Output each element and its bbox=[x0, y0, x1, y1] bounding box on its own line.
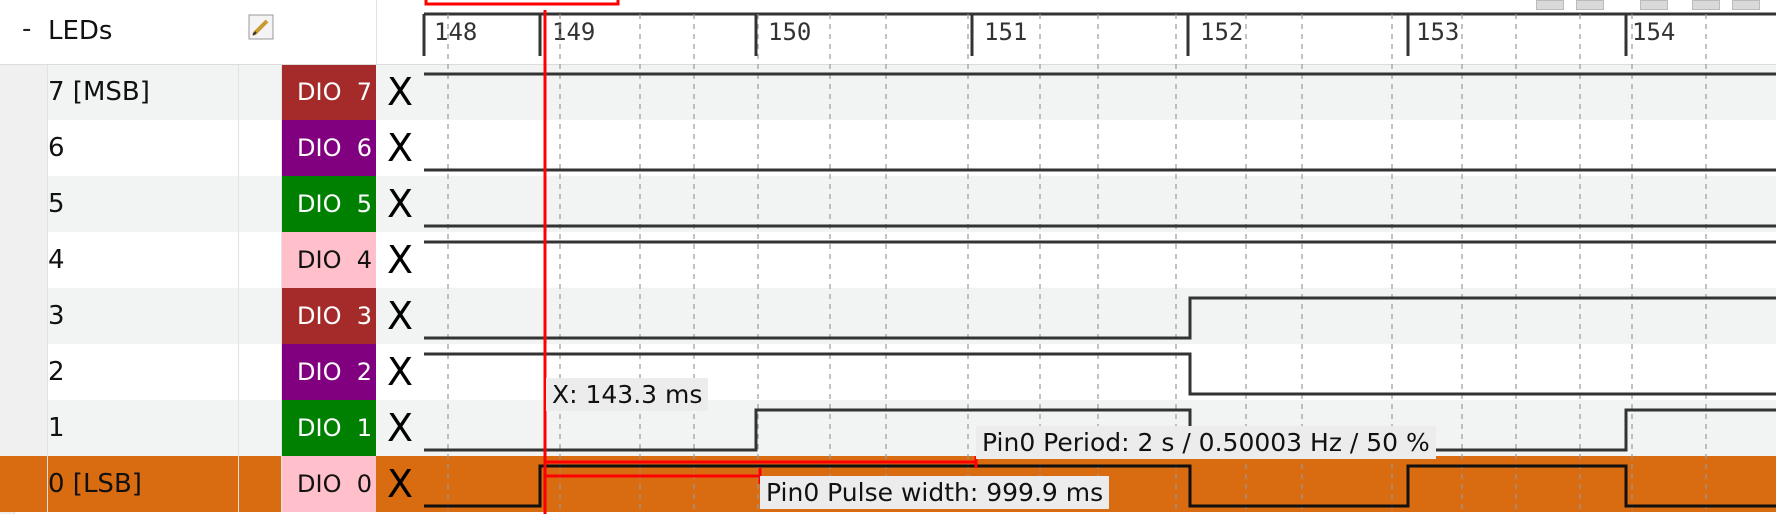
remove-channel-button[interactable]: X bbox=[386, 126, 414, 170]
dio-pin-badge[interactable]: DIO 4 bbox=[282, 232, 376, 288]
remove-channel-button[interactable]: X bbox=[386, 238, 414, 282]
channel-name: 2 bbox=[48, 357, 65, 387]
channel-name: 5 bbox=[48, 189, 65, 219]
channel-name: 4 bbox=[48, 245, 65, 275]
dio-pin-badge[interactable]: DIO 1 bbox=[282, 400, 376, 456]
cursor-readout: X: 143.3 ms bbox=[546, 378, 709, 411]
group-header: - LEDs 148 149 150 151 152 153 154 bbox=[0, 0, 1776, 65]
zoom-icon[interactable] bbox=[1692, 0, 1720, 10]
channel-name: 0 [LSB] bbox=[48, 469, 142, 499]
pulse-width-measurement: Pin0 Pulse width: 999.9 ms bbox=[760, 476, 1110, 509]
remove-channel-button[interactable]: X bbox=[386, 294, 414, 338]
channel-trace-area[interactable] bbox=[424, 176, 1776, 232]
ruler-tick-label: 153 bbox=[1416, 18, 1460, 46]
gear-icon[interactable] bbox=[1732, 0, 1760, 10]
ruler-tick-label: 150 bbox=[768, 18, 812, 46]
remove-channel-button[interactable]: X bbox=[386, 406, 414, 450]
dio-pin-badge[interactable]: DIO 7 bbox=[282, 64, 376, 120]
remove-channel-button[interactable]: X bbox=[386, 70, 414, 114]
channel-name: 7 [MSB] bbox=[48, 77, 150, 107]
dio-pin-badge[interactable]: DIO 3 bbox=[282, 288, 376, 344]
remove-channel-button[interactable]: X bbox=[386, 182, 414, 226]
channel-trace-area[interactable] bbox=[424, 232, 1776, 288]
channel-name: 6 bbox=[48, 133, 65, 163]
ruler-tick-label: 148 bbox=[434, 18, 478, 46]
ruler-tick-label: 151 bbox=[984, 18, 1028, 46]
ruler-tick-label: 154 bbox=[1632, 18, 1676, 46]
toolbar-button[interactable] bbox=[1576, 0, 1604, 10]
dio-pin-badge[interactable]: DIO 0 bbox=[282, 456, 376, 512]
collapse-toggle[interactable]: - bbox=[22, 14, 32, 44]
group-name: LEDs bbox=[48, 16, 113, 46]
toolbar-button[interactable] bbox=[1640, 0, 1668, 10]
channel-name: 1 bbox=[48, 413, 65, 443]
dio-pin-badge[interactable]: DIO 5 bbox=[282, 176, 376, 232]
remove-channel-button[interactable]: X bbox=[376, 456, 424, 512]
channel-trace-area[interactable] bbox=[424, 120, 1776, 176]
channel-name: 3 bbox=[48, 301, 65, 331]
channel-trace-area[interactable] bbox=[424, 64, 1776, 120]
pencil-icon[interactable] bbox=[248, 14, 274, 40]
dio-pin-badge[interactable]: DIO 2 bbox=[282, 344, 376, 400]
channel-trace-area[interactable] bbox=[424, 288, 1776, 344]
time-ruler[interactable]: 148 149 150 151 152 153 154 bbox=[424, 0, 1776, 64]
remove-channel-button[interactable]: X bbox=[386, 350, 414, 394]
period-measurement: Pin0 Period: 2 s / 0.50003 Hz / 50 % bbox=[976, 426, 1436, 459]
toolbar-button[interactable] bbox=[1536, 0, 1564, 10]
ruler-tick-label: 152 bbox=[1200, 18, 1244, 46]
dio-pin-badge[interactable]: DIO 6 bbox=[282, 120, 376, 176]
ruler-tick-label: 149 bbox=[552, 18, 596, 46]
